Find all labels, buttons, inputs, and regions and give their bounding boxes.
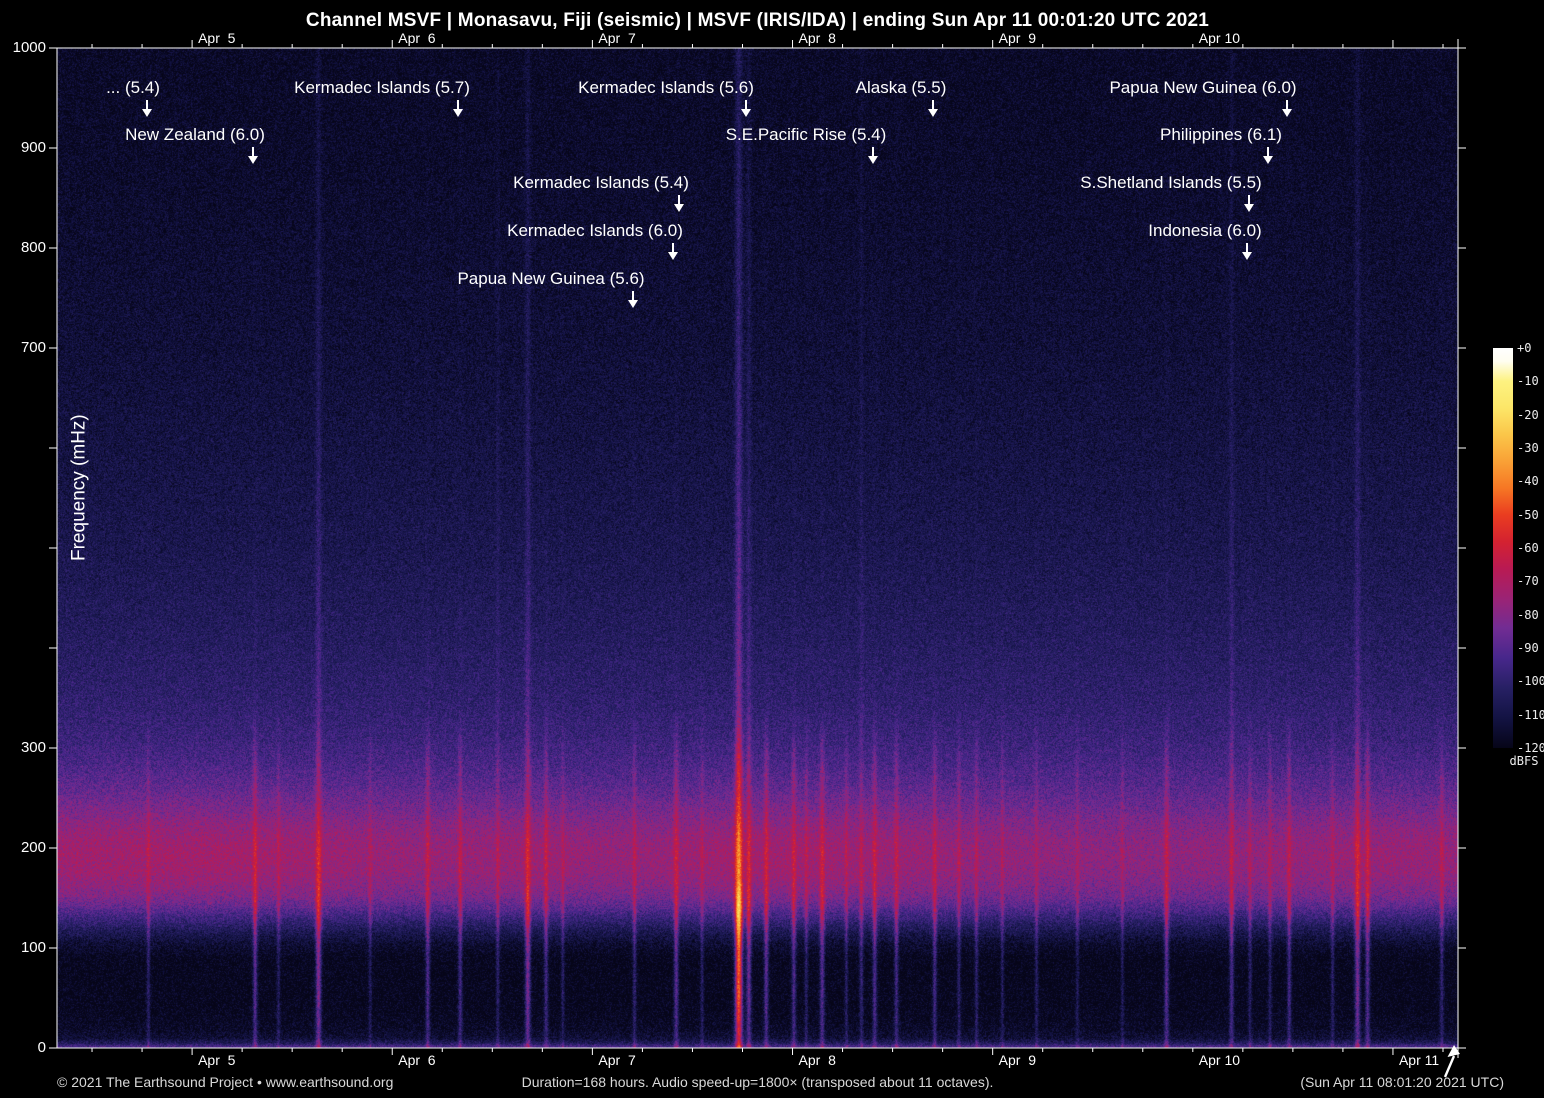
down-arrow-icon	[248, 147, 258, 164]
down-arrow-icon	[628, 291, 638, 308]
earthquake-annotation: Indonesia (6.0)	[1148, 221, 1262, 240]
x-tick-label-bottom: Apr 11	[1398, 1052, 1440, 1068]
colorbar-tick-label: -20	[1517, 407, 1539, 422]
x-tick-label-bottom: Apr 6	[398, 1052, 436, 1068]
colorbar-tick-label: -70	[1517, 574, 1539, 589]
down-arrow-icon	[1242, 243, 1252, 260]
colorbar-unit-label: dBFS	[1509, 754, 1539, 768]
colorbar-tick-label: -30	[1517, 441, 1539, 455]
colorbar-tick-label: -10	[1517, 374, 1539, 389]
spectrogram-canvas	[57, 48, 1458, 1048]
down-arrow-icon	[868, 147, 878, 164]
x-tick-label-bottom: Apr 10	[1198, 1052, 1241, 1068]
down-arrow-icon	[668, 243, 678, 260]
earthquake-annotation: S.Shetland Islands (5.5)	[1080, 173, 1262, 192]
earthquake-annotation: New Zealand (6.0)	[125, 125, 265, 144]
earthquake-annotation: Kermadec Islands (6.0)	[507, 221, 683, 240]
mouse-cursor-icon	[1443, 1045, 1460, 1078]
footer-duration: Duration=168 hours. Audio speed-up=1800×…	[521, 1074, 994, 1090]
down-arrow-icon	[1263, 147, 1273, 164]
y-tick-label: 700	[20, 339, 46, 356]
earthquake-annotation: S.E.Pacific Rise (5.4)	[725, 125, 887, 144]
earthquake-annotation: Papua New Guinea (5.6)	[457, 269, 645, 288]
earthquake-annotation: Philippines (6.1)	[1160, 125, 1282, 144]
x-tick-label-top: Apr 10	[1198, 30, 1241, 46]
earthquake-annotation: ... (5.4)	[106, 78, 160, 97]
colorbar-tick-label: -110	[1517, 707, 1544, 722]
colorbar-tick-label: -50	[1517, 507, 1539, 522]
earthquake-annotation: Kermadec Islands (5.4)	[513, 173, 689, 192]
colorbar-tick-label: -60	[1517, 541, 1539, 555]
down-arrow-icon	[741, 100, 751, 117]
x-tick-label-bottom: Apr 7	[598, 1052, 636, 1068]
page-title: Channel MSVF | Monasavu, Fiji (seismic) …	[305, 10, 1210, 31]
x-tick-label-top: Apr 6	[398, 30, 436, 46]
x-tick-label-bottom: Apr 5	[198, 1052, 236, 1068]
down-arrow-icon	[1244, 195, 1254, 212]
x-tick-label-top: Apr 7	[598, 30, 636, 46]
y-tick-label: 200	[20, 839, 46, 856]
x-tick-label-bottom: Apr 8	[798, 1052, 836, 1068]
earthquake-annotation: Alaska (5.5)	[855, 78, 947, 97]
colorbar-tick-label: -90	[1517, 641, 1539, 655]
colorbar	[1493, 348, 1513, 748]
colorbar-tick-label: -40	[1517, 474, 1539, 489]
earthquake-annotation: Papua New Guinea (6.0)	[1109, 78, 1297, 97]
y-tick-label: 1000	[12, 39, 46, 56]
colorbar-tick-label: -80	[1517, 607, 1539, 622]
footer-copyright: © 2021 The Earthsound Project • www.eart…	[57, 1074, 394, 1090]
x-tick-label-top: Apr 5	[198, 30, 236, 46]
footer-endtime: (Sun Apr 11 08:01:20 2021 UTC)	[1300, 1074, 1504, 1090]
colorbar-tick-label: -100	[1517, 674, 1544, 689]
y-tick-label: 800	[20, 239, 46, 256]
x-tick-label-top: Apr 9	[998, 30, 1037, 46]
y-tick-label: 900	[20, 139, 46, 156]
y-axis-title: Frequency (mHz)	[68, 414, 90, 561]
y-tick-label: 0	[37, 1039, 46, 1056]
down-arrow-icon	[453, 100, 463, 117]
down-arrow-icon	[928, 100, 938, 117]
down-arrow-icon	[674, 195, 684, 212]
earthquake-annotation: Kermadec Islands (5.7)	[294, 78, 470, 97]
down-arrow-icon	[142, 100, 152, 117]
y-tick-label: 100	[20, 939, 46, 956]
earthquake-annotation: Kermadec Islands (5.6)	[578, 78, 754, 97]
x-tick-label-bottom: Apr 9	[998, 1052, 1037, 1068]
down-arrow-icon	[1282, 100, 1292, 117]
y-tick-label: 300	[20, 739, 46, 756]
colorbar-tick-label: +0	[1517, 341, 1532, 355]
x-tick-label-top: Apr 8	[798, 30, 836, 46]
colorbar-tick-label: -120	[1517, 741, 1544, 755]
